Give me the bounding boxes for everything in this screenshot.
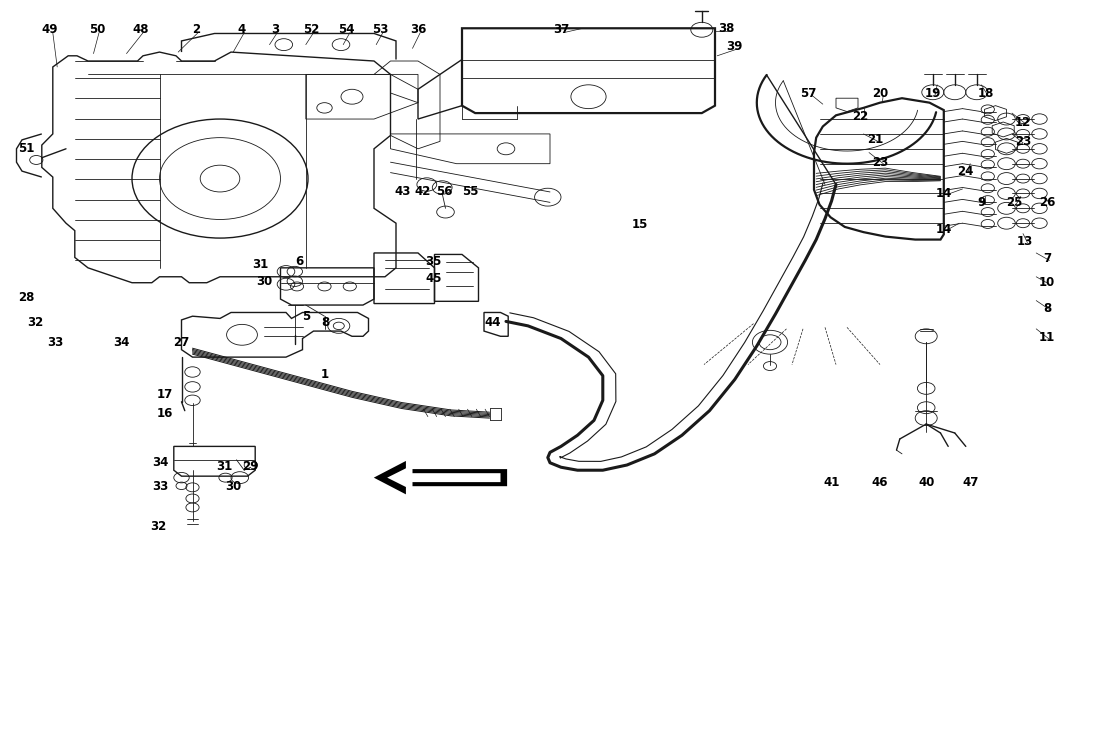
Text: 14: 14 (936, 222, 952, 236)
Text: 17: 17 (157, 388, 173, 401)
Text: 9: 9 (977, 196, 986, 209)
Text: 49: 49 (42, 23, 57, 36)
Text: 8: 8 (1043, 301, 1052, 315)
Text: 24: 24 (958, 164, 974, 178)
Text: 23: 23 (872, 155, 888, 169)
Polygon shape (387, 465, 500, 490)
Text: 47: 47 (962, 475, 978, 489)
Text: 2: 2 (191, 23, 200, 36)
Text: 43: 43 (395, 185, 410, 199)
Text: 16: 16 (157, 407, 173, 420)
Text: 4: 4 (238, 23, 246, 36)
Text: 36: 36 (410, 23, 426, 36)
Text: 28: 28 (19, 291, 34, 304)
Text: 27: 27 (174, 336, 189, 349)
Text: 32: 32 (28, 316, 43, 330)
Text: 14: 14 (936, 187, 952, 200)
Text: 25: 25 (1006, 196, 1022, 209)
Text: 35: 35 (426, 255, 441, 269)
Text: 30: 30 (256, 275, 272, 288)
Text: 52: 52 (304, 23, 319, 36)
Text: 13: 13 (1018, 234, 1033, 248)
Text: 1: 1 (320, 368, 329, 382)
Text: 19: 19 (925, 87, 940, 100)
Text: 33: 33 (47, 336, 63, 349)
Polygon shape (376, 463, 506, 493)
Text: 6: 6 (295, 255, 304, 269)
Text: 10: 10 (1040, 276, 1055, 289)
Text: 5: 5 (301, 310, 310, 324)
Text: 11: 11 (1040, 331, 1055, 344)
Text: 40: 40 (918, 475, 934, 489)
Text: 23: 23 (1015, 135, 1031, 148)
Text: 55: 55 (462, 185, 480, 199)
Text: 37: 37 (553, 23, 569, 36)
Text: 8: 8 (321, 316, 330, 330)
Text: 18: 18 (978, 87, 993, 100)
Text: 44: 44 (484, 316, 502, 330)
Text: 30: 30 (226, 480, 241, 493)
Text: 22: 22 (852, 109, 868, 123)
Text: 38: 38 (718, 22, 734, 35)
Text: 57: 57 (801, 87, 816, 100)
Text: 48: 48 (133, 23, 150, 36)
Text: 29: 29 (243, 460, 258, 473)
Text: 20: 20 (872, 87, 888, 100)
Text: 53: 53 (373, 23, 388, 36)
Text: 41: 41 (824, 475, 839, 489)
Text: 56: 56 (436, 185, 453, 199)
Text: 34: 34 (113, 336, 129, 349)
Text: 45: 45 (425, 272, 442, 285)
Text: 31: 31 (253, 258, 268, 272)
Text: 15: 15 (632, 218, 648, 231)
Text: 46: 46 (871, 475, 889, 489)
Text: 12: 12 (1015, 115, 1031, 129)
Text: 34: 34 (153, 456, 168, 469)
Text: 26: 26 (1040, 196, 1055, 209)
Text: 3: 3 (271, 23, 279, 36)
Text: 21: 21 (868, 133, 883, 147)
Text: 50: 50 (89, 23, 104, 36)
Text: 31: 31 (217, 460, 232, 473)
Text: 7: 7 (1043, 252, 1052, 266)
Text: 54: 54 (339, 23, 354, 36)
Text: 51: 51 (19, 142, 34, 155)
Text: 32: 32 (151, 520, 166, 533)
Text: 42: 42 (415, 185, 430, 199)
Text: 33: 33 (153, 480, 168, 493)
Text: 39: 39 (727, 39, 742, 53)
